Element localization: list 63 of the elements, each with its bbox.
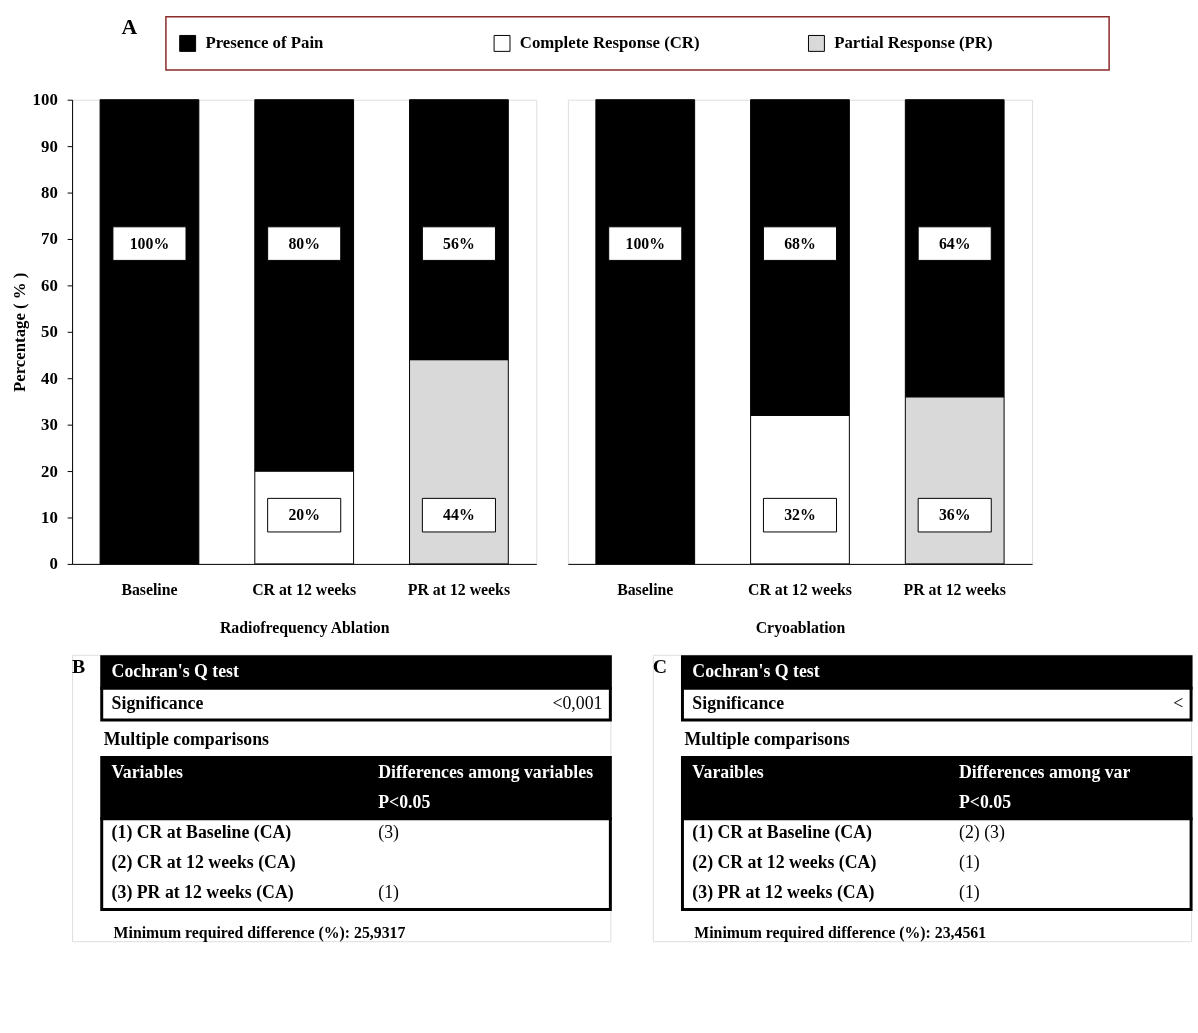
data-label: 64% <box>938 234 971 252</box>
y-tick-label: 80 <box>41 182 58 202</box>
y-axis-title: Percentage ( % ) <box>9 272 29 392</box>
text: <0,001 <box>552 693 603 714</box>
y-tick-label: 10 <box>41 507 58 527</box>
x-tick-label: Baseline <box>121 581 178 599</box>
data-label: 44% <box>443 506 475 524</box>
text: (3) <box>378 822 400 844</box>
y-tick-label: 90 <box>41 136 58 156</box>
text: Differences among var <box>958 762 1131 783</box>
text: Cochran's Q test <box>111 661 239 682</box>
text: (1) CR at Baseline (CA) <box>692 822 873 844</box>
text: (3) PR at 12 weeks (CA) <box>111 881 294 903</box>
text: (2) (3) <box>958 822 1005 844</box>
legend-label: Partial Response (PR) <box>834 33 993 53</box>
data-label: 80% <box>288 234 320 252</box>
data-label: 32% <box>784 506 816 524</box>
x-axis-title: Radiofrequency Ablation <box>219 618 390 637</box>
data-label: 100% <box>129 234 170 252</box>
legend-label: Complete Response (CR) <box>519 33 700 53</box>
text: P<0.05 <box>378 791 431 812</box>
text: Significance <box>692 693 785 714</box>
text: (1) CR at Baseline (CA) <box>111 822 292 844</box>
text: Variables <box>111 762 184 783</box>
data-label: 68% <box>784 234 816 252</box>
x-tick-label: CR at 12 weeks <box>252 581 357 599</box>
x-tick-label: Baseline <box>617 581 674 599</box>
text: Differences among variables <box>378 762 594 783</box>
text: P<0.05 <box>958 791 1012 812</box>
y-tick-label: 40 <box>41 368 58 388</box>
text: A <box>121 14 138 39</box>
y-tick-label: 30 <box>41 415 58 435</box>
text: B <box>72 654 86 677</box>
text: Cochran's Q test <box>692 661 820 682</box>
x-axis-title: Cryoablation <box>755 618 846 637</box>
legend-label: Presence of Pain <box>205 33 325 53</box>
y-tick-label: 0 <box>49 554 58 574</box>
text: Multiple comparisons <box>103 728 270 749</box>
y-tick-label: 60 <box>41 275 58 295</box>
text: Varaibles <box>692 762 764 783</box>
text: (1) <box>378 881 400 903</box>
text: (1) <box>958 852 980 874</box>
y-tick-label: 100 <box>32 90 58 110</box>
x-tick-label: CR at 12 weeks <box>747 581 852 599</box>
text: C <box>652 654 668 677</box>
text: < <box>1173 693 1184 714</box>
text: (1) <box>958 881 980 903</box>
text: Multiple comparisons <box>684 728 850 749</box>
y-tick-label: 50 <box>41 322 58 342</box>
text: Minimum required difference (%): 23,4561 <box>694 924 987 943</box>
text: (2) CR at 12 weeks (CA) <box>111 852 296 874</box>
y-tick-label: 70 <box>41 229 58 249</box>
text: Minimum required difference (%): 25,9317 <box>113 924 406 943</box>
data-label: 20% <box>288 506 320 524</box>
y-tick-label: 20 <box>41 461 58 481</box>
x-tick-label: PR at 12 weeks <box>407 581 511 599</box>
data-label: 100% <box>625 234 665 252</box>
text: (3) PR at 12 weeks (CA) <box>692 881 875 903</box>
text: (2) CR at 12 weeks (CA) <box>692 852 877 874</box>
text: Significance <box>111 693 204 714</box>
x-tick-label: PR at 12 weeks <box>903 581 1006 599</box>
data-label: 36% <box>938 506 971 524</box>
data-label: 56% <box>443 234 475 252</box>
